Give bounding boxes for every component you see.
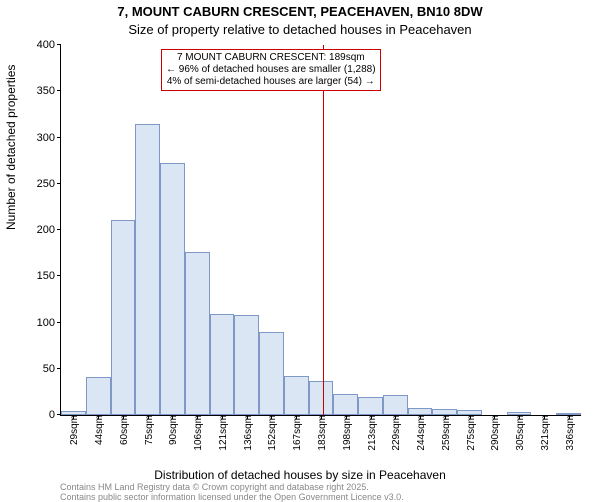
annot-line2: ← 96% of detached houses are smaller (1,… bbox=[166, 64, 376, 76]
histogram-bar bbox=[408, 408, 433, 415]
y-tick-mark bbox=[57, 229, 61, 230]
histogram-bar bbox=[234, 315, 259, 415]
plot-area: 05010015020025030035040029sqm44sqm60sqm7… bbox=[60, 45, 581, 416]
y-tick-mark bbox=[57, 322, 61, 323]
y-tick-label: 150 bbox=[37, 270, 61, 282]
y-tick-label: 50 bbox=[43, 363, 61, 375]
histogram-bar bbox=[111, 220, 136, 415]
x-tick-label: 121sqm bbox=[215, 415, 229, 451]
histogram-bar bbox=[185, 252, 210, 415]
property-marker-line bbox=[323, 45, 324, 415]
x-tick-label: 75sqm bbox=[141, 415, 155, 445]
y-tick-label: 300 bbox=[37, 132, 61, 144]
x-tick-label: 106sqm bbox=[190, 415, 204, 451]
x-tick-label: 244sqm bbox=[413, 415, 427, 451]
y-tick-label: 200 bbox=[37, 224, 61, 236]
y-tick-label: 0 bbox=[49, 409, 61, 421]
x-tick-label: 275sqm bbox=[463, 415, 477, 451]
y-tick-label: 100 bbox=[37, 317, 61, 329]
chart-title-line1: 7, MOUNT CABURN CRESCENT, PEACEHAVEN, BN… bbox=[0, 4, 600, 19]
histogram-bar bbox=[160, 163, 185, 415]
x-tick-label: 259sqm bbox=[438, 415, 452, 451]
property-annotation-box: 7 MOUNT CABURN CRESCENT: 189sqm← 96% of … bbox=[161, 49, 381, 91]
x-axis-label: Distribution of detached houses by size … bbox=[0, 468, 600, 482]
y-tick-label: 250 bbox=[37, 178, 61, 190]
x-tick-label: 29sqm bbox=[66, 415, 80, 445]
histogram-bar bbox=[284, 376, 309, 415]
y-tick-mark bbox=[57, 44, 61, 45]
annot-line1: 7 MOUNT CABURN CRESCENT: 189sqm bbox=[166, 52, 376, 64]
x-tick-label: 44sqm bbox=[91, 415, 105, 445]
x-tick-label: 305sqm bbox=[512, 415, 526, 451]
x-tick-label: 152sqm bbox=[264, 415, 278, 451]
histogram-bar bbox=[309, 381, 334, 415]
histogram-bar bbox=[86, 377, 111, 415]
histogram-bar bbox=[358, 397, 383, 415]
x-tick-label: 321sqm bbox=[537, 415, 551, 451]
y-tick-mark bbox=[57, 275, 61, 276]
annot-line3: 4% of semi-detached houses are larger (5… bbox=[166, 76, 376, 88]
y-tick-label: 400 bbox=[37, 39, 61, 51]
y-tick-mark bbox=[57, 137, 61, 138]
x-tick-label: 167sqm bbox=[289, 415, 303, 451]
x-tick-label: 60sqm bbox=[116, 415, 130, 445]
y-tick-mark bbox=[57, 183, 61, 184]
x-tick-label: 229sqm bbox=[388, 415, 402, 451]
y-tick-mark bbox=[57, 90, 61, 91]
x-tick-label: 290sqm bbox=[487, 415, 501, 451]
y-axis-label: Number of detached properties bbox=[4, 65, 18, 230]
footer-line1: Contains HM Land Registry data © Crown c… bbox=[60, 482, 369, 492]
chart-title-line2: Size of property relative to detached ho… bbox=[0, 22, 600, 37]
y-tick-label: 350 bbox=[37, 85, 61, 97]
histogram-bar bbox=[333, 394, 358, 415]
y-tick-mark bbox=[57, 368, 61, 369]
x-tick-label: 336sqm bbox=[562, 415, 576, 451]
histogram-bar bbox=[210, 314, 235, 415]
histogram-bar bbox=[383, 395, 408, 415]
x-tick-label: 136sqm bbox=[240, 415, 254, 451]
property-size-histogram: 7, MOUNT CABURN CRESCENT, PEACEHAVEN, BN… bbox=[0, 0, 600, 500]
x-tick-label: 213sqm bbox=[364, 415, 378, 451]
histogram-bar bbox=[259, 332, 284, 415]
x-tick-label: 183sqm bbox=[314, 415, 328, 451]
footer-line2: Contains public sector information licen… bbox=[60, 492, 404, 502]
x-tick-label: 198sqm bbox=[339, 415, 353, 451]
histogram-bar bbox=[135, 124, 160, 415]
x-tick-label: 90sqm bbox=[165, 415, 179, 445]
